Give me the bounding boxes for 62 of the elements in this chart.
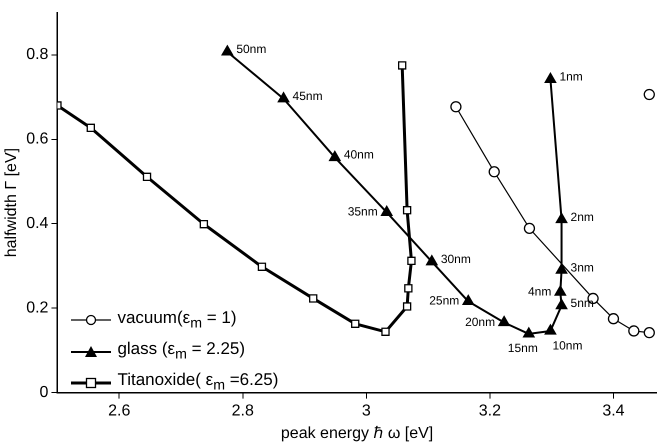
point: [381, 328, 390, 336]
point: [351, 320, 360, 328]
point: [488, 166, 500, 178]
point: [522, 327, 535, 338]
point: [462, 294, 474, 306]
point: [556, 212, 568, 224]
annotation: 25nm: [429, 294, 460, 308]
point: [628, 325, 640, 337]
x-tick-label: 3.4: [602, 402, 625, 420]
point: [556, 264, 568, 274]
point: [258, 262, 266, 271]
point: [544, 72, 556, 83]
x-tick-label: 2.8: [232, 402, 254, 420]
y-tick-label: 0.4: [26, 215, 49, 232]
x-tick-label: 3.2: [478, 402, 502, 420]
annotation: 40nm: [344, 148, 374, 162]
point: [309, 294, 318, 303]
point: [554, 285, 566, 296]
legend-label: glass (ε$_{m}$ = 2.25): [117, 338, 246, 364]
point: [450, 101, 462, 112]
y-tick-label: 0.2: [26, 300, 49, 317]
point: [86, 124, 95, 132]
annotation: 10nm: [552, 338, 582, 352]
point: [402, 206, 412, 214]
point: [644, 326, 655, 338]
point: [544, 324, 556, 335]
annotation: 15nm: [508, 341, 538, 356]
annotation: 35nm: [348, 204, 378, 219]
point: [404, 284, 413, 292]
annotation: 1nm: [559, 70, 583, 84]
point: [278, 92, 290, 102]
y-tick-label: 0.6: [26, 130, 49, 148]
annotation: 30nm: [440, 252, 471, 266]
x-tick-label: 3: [362, 402, 371, 420]
point: [524, 222, 536, 234]
point: [221, 45, 234, 56]
point: [426, 255, 438, 266]
point: [407, 256, 416, 266]
annotation: 20nm: [465, 314, 496, 329]
legend-label: vacuum(ε$_{m}$ = 1): [117, 306, 236, 333]
legend-label: Titanoxide( ε$_{m}$ =6.25): [117, 369, 278, 396]
annotation: 45nm: [292, 89, 323, 104]
point: [142, 172, 152, 182]
y-tick-label: 0.8: [26, 46, 49, 64]
point: [398, 61, 406, 70]
annotation: 50nm: [236, 42, 266, 56]
annotation: 4nm: [528, 284, 552, 298]
point: [328, 150, 341, 162]
point: [644, 88, 655, 100]
annotation: 2nm: [570, 210, 594, 224]
y-axis-title: halfwidth Γ [eV]: [3, 148, 20, 258]
point: [402, 302, 412, 311]
y-tick-label: 0: [40, 384, 49, 402]
point: [498, 316, 510, 326]
annotation: 3nm: [570, 260, 594, 274]
annotation: 5nm: [570, 296, 594, 310]
point: [380, 206, 393, 216]
point: [608, 313, 620, 324]
x-tick-label: 2.6: [108, 402, 130, 420]
point: [200, 220, 208, 228]
point: [556, 298, 568, 310]
x-axis-title: peak energy ℏ ω [eV]: [280, 424, 434, 442]
